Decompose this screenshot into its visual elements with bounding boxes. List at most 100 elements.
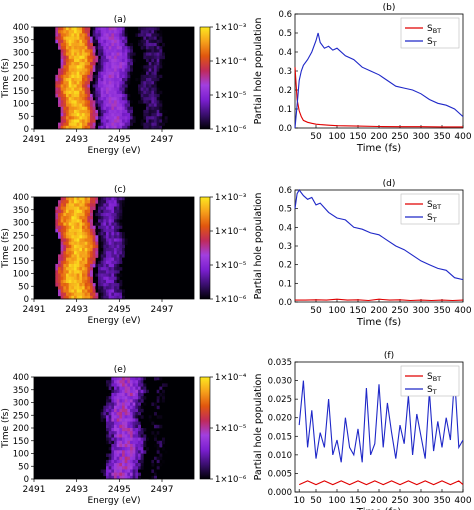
heatmap-cell [87, 257, 91, 262]
heatmap-cell [114, 279, 117, 284]
heatmap-cell [116, 257, 120, 262]
heatmap-cell [58, 228, 61, 233]
heatmap-cell [90, 212, 93, 217]
heatmap-cell [68, 279, 72, 284]
heatmap-cell [135, 472, 139, 477]
heatmap-cell [82, 254, 85, 258]
heatmap-cell [76, 267, 80, 271]
x-tick-label: 50 [310, 132, 322, 142]
heatmap-cell [108, 84, 112, 88]
heatmap-cell [87, 209, 91, 214]
heatmap-cell [103, 119, 107, 123]
heatmap-cell [55, 225, 59, 230]
heatmap-cell [132, 437, 136, 442]
heatmap-cell [106, 116, 109, 120]
heatmap-cell [106, 289, 109, 293]
heatmap-cell [79, 97, 83, 101]
heatmap-cell [151, 68, 155, 72]
x-tick-label: 300 [412, 306, 429, 316]
heatmap-cell [122, 254, 125, 258]
heatmap-cell [106, 109, 109, 114]
heatmap-cell [60, 273, 64, 277]
heatmap-cell [127, 466, 131, 470]
heatmap-cell [140, 46, 144, 50]
heatmap-cell [148, 100, 152, 104]
heatmap-cell [76, 87, 80, 92]
heatmap-cell [76, 42, 80, 47]
heatmap-cell [98, 209, 101, 214]
heatmap-cell [135, 459, 139, 464]
heatmap-cell [66, 55, 69, 60]
heatmap-cell [108, 90, 112, 95]
y-tick-label: 200 [13, 244, 29, 254]
heatmap-cell [124, 49, 128, 53]
heatmap-cell [66, 212, 69, 217]
heatmap-cell [114, 440, 117, 445]
heatmap-cell [79, 260, 83, 265]
heatmap-cell [95, 93, 99, 98]
heatmap-cell [111, 257, 115, 262]
heatmap-cell [124, 200, 128, 204]
heatmap-cell [60, 279, 64, 284]
heatmap-cell [79, 103, 83, 107]
heatmap-cell [108, 463, 112, 467]
heatmap-cell [76, 52, 80, 56]
heatmap-cell [156, 431, 160, 435]
heatmap-cell [103, 27, 107, 31]
heatmap-cell [106, 36, 109, 41]
heatmap-cell [159, 122, 163, 127]
heatmap-cell [143, 62, 147, 66]
heatmap-cell [92, 103, 96, 107]
heatmap-cell [124, 415, 128, 419]
heatmap-cell [148, 81, 152, 85]
heatmap-cell [138, 428, 141, 432]
heatmap-cell [156, 46, 160, 50]
heatmap-cell [63, 42, 67, 47]
heatmap-cell [66, 109, 69, 114]
heatmap-cell [124, 412, 128, 416]
heatmap-cell [138, 39, 141, 44]
heatmap-cell [138, 30, 141, 34]
heatmap-cell [143, 42, 147, 47]
heatmap-cell [90, 113, 93, 117]
heatmap-cell [60, 200, 64, 204]
heatmap-cell [100, 295, 104, 300]
heatmap-cell [55, 27, 59, 31]
heatmap-cell [98, 225, 101, 230]
heatmap-cell [82, 42, 85, 47]
heatmap-cell [111, 203, 115, 207]
heatmap-cell [76, 251, 80, 255]
heatmap-cell [127, 106, 131, 111]
heatmap-cell [114, 295, 117, 300]
heatmap-cell [124, 447, 128, 451]
heatmap-cell [74, 55, 77, 60]
heatmap-cell [55, 276, 59, 281]
heatmap-cell [111, 222, 115, 226]
heatmap-cell [143, 55, 147, 60]
heatmap-cell [66, 263, 69, 268]
heatmap-cell [122, 228, 125, 233]
heatmap-cell [58, 33, 61, 37]
heatmap-cell [146, 125, 149, 130]
heatmap-cell [103, 71, 107, 76]
heatmap-cell [132, 472, 136, 477]
heatmap-cell [66, 30, 69, 34]
heatmap-cell [119, 254, 123, 258]
heatmap-cell [71, 74, 75, 79]
heatmap-cell [108, 106, 112, 111]
heatmap-cell [68, 263, 72, 268]
heatmap-cell [84, 30, 88, 34]
heatmap-cell [84, 289, 88, 293]
heatmap-cell [116, 408, 120, 413]
heatmap-cell [156, 106, 160, 111]
heatmap-cell [63, 93, 67, 98]
heatmap-cell [79, 263, 83, 268]
heatmap-cell [103, 209, 107, 214]
heatmap-cell [156, 65, 160, 69]
heatmap-cell [122, 428, 125, 432]
heatmap-cell [87, 206, 91, 211]
heatmap-cell [76, 97, 80, 101]
heatmap-cell [82, 125, 85, 130]
heatmap-cell [154, 106, 157, 111]
heatmap-cell [151, 122, 155, 127]
